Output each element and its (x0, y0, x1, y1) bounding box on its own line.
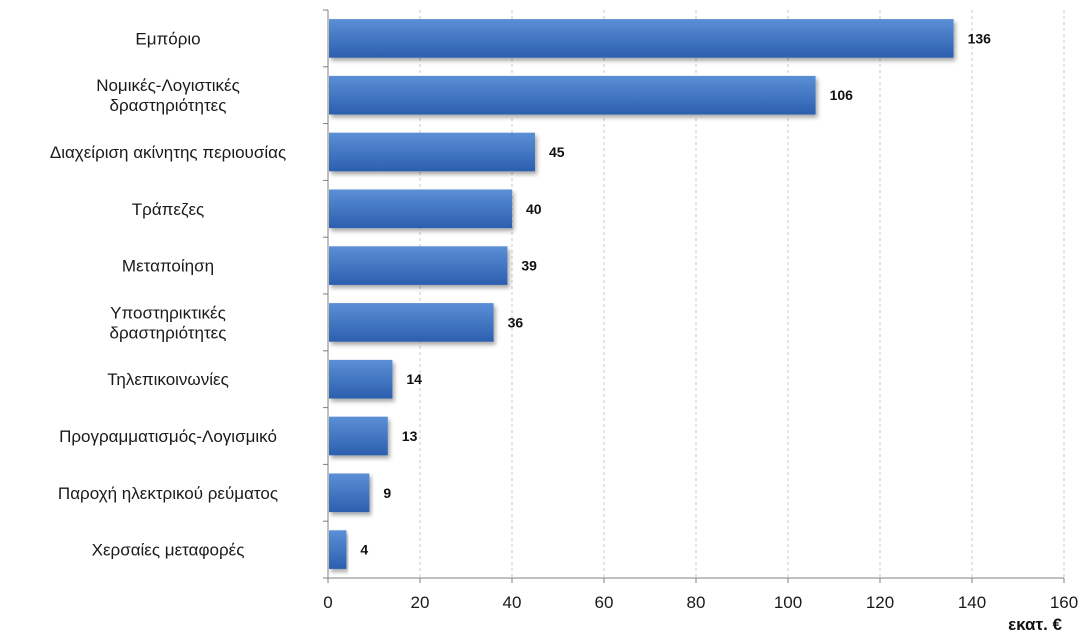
category-label: Νομικές-Λογιστικές (96, 76, 240, 95)
bar (329, 246, 508, 285)
category-label: Τηλεπικοινωνίες (107, 370, 229, 389)
category-label: Εμπόριο (135, 29, 200, 48)
bar (329, 359, 393, 399)
bars (329, 19, 954, 569)
category-label: Χερσαίες μεταφορές (92, 541, 245, 560)
x-tick-label: 0 (323, 593, 332, 612)
x-tick-label: 80 (687, 593, 706, 612)
bar (329, 189, 512, 229)
x-tick-label: 120 (866, 593, 894, 612)
bar-value-label: 39 (521, 258, 537, 274)
category-label: Διαχείριση ακίνητης περιουσίας (50, 143, 286, 162)
category-label: Υποστηρικτικές (110, 303, 226, 322)
bar-value-label: 36 (508, 314, 524, 330)
category-label: Προγραμματισμός-Λογισμικό (59, 427, 277, 446)
bar-value-label: 136 (968, 30, 992, 46)
bar-value-label: 13 (402, 428, 418, 444)
category-label: Μεταποίηση (122, 257, 214, 276)
x-tick-label: 60 (595, 593, 614, 612)
bar-value-label: 106 (830, 87, 854, 103)
x-tick-label: 100 (774, 593, 802, 612)
bar-value-label: 45 (549, 144, 565, 160)
bar (329, 473, 370, 513)
bar (329, 303, 494, 342)
bar (329, 416, 388, 456)
bar (329, 19, 954, 58)
labels: 0 20 40 60 80 100 120 140 160 136 Εμπόριο 106 Νομικέ… (50, 29, 1078, 612)
bar (329, 530, 347, 569)
category-label: Τράπεζες (132, 200, 204, 219)
x-axis-unit-label: εκατ. € (1008, 615, 1062, 634)
axes (323, 9, 1065, 583)
bar-value-label: 14 (406, 371, 422, 387)
category-label: δραστηριότητες (110, 96, 227, 115)
bar-value-label: 4 (360, 542, 368, 558)
x-tick-label: 160 (1050, 593, 1078, 612)
x-tick-label: 140 (958, 593, 986, 612)
x-tick-label: 20 (411, 593, 430, 612)
x-tick-label: 40 (503, 593, 522, 612)
grid-lines (419, 10, 1065, 578)
bar-value-label: 9 (383, 485, 391, 501)
bar-value-label: 40 (526, 201, 542, 217)
bar (329, 132, 535, 172)
category-label: Παροχή ηλεκτρικού ρεύματος (58, 484, 278, 503)
category-label: δραστηριότητες (110, 323, 227, 342)
bar (329, 75, 816, 115)
